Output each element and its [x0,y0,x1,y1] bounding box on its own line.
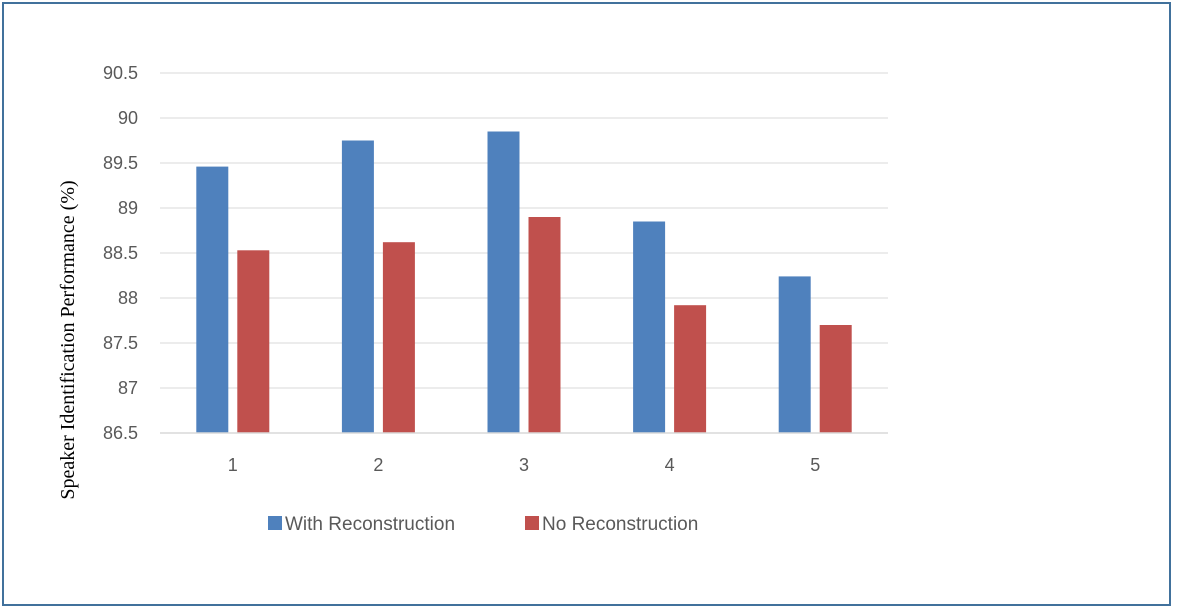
legend-label: No Reconstruction [542,514,698,535]
x-tick-label: 2 [373,455,383,475]
gridlines [160,72,888,389]
y-tick-label: 87.5 [103,333,138,353]
bar [341,140,374,433]
axes: 86.5 87 87.5 88 88.5 89 89.5 90 90.5 1 2 3 4 5 [103,63,888,475]
y-axis-label: Speaker Identification Performance (%) [57,180,79,499]
legend-swatch [268,516,282,530]
y-tick-label: 86.5 [103,423,138,443]
legend-swatch [525,516,539,530]
y-tick-label: 90.5 [103,63,138,83]
bar [196,166,229,433]
y-tick-label: 87 [118,378,138,398]
legend-label: With Reconstruction [285,514,455,535]
y-tick-label: 89.5 [103,153,138,173]
bar [674,305,707,433]
y-tick-label: 90 [118,108,138,128]
x-tick-label: 3 [519,455,529,475]
x-tick-label: 4 [665,455,675,475]
bar [487,131,520,433]
legend: With Reconstruction No Reconstruction [268,514,698,535]
x-tick-label: 1 [228,455,238,475]
bars [196,131,852,433]
y-tick-label: 88.5 [103,243,138,263]
bar [237,250,270,433]
bar [633,221,666,433]
y-tick-label: 88 [118,288,138,308]
bar [819,325,852,433]
bar [528,217,561,433]
bar [382,242,415,433]
x-tick-label: 5 [810,455,820,475]
y-tick-label: 89 [118,198,138,218]
bar [778,276,811,433]
